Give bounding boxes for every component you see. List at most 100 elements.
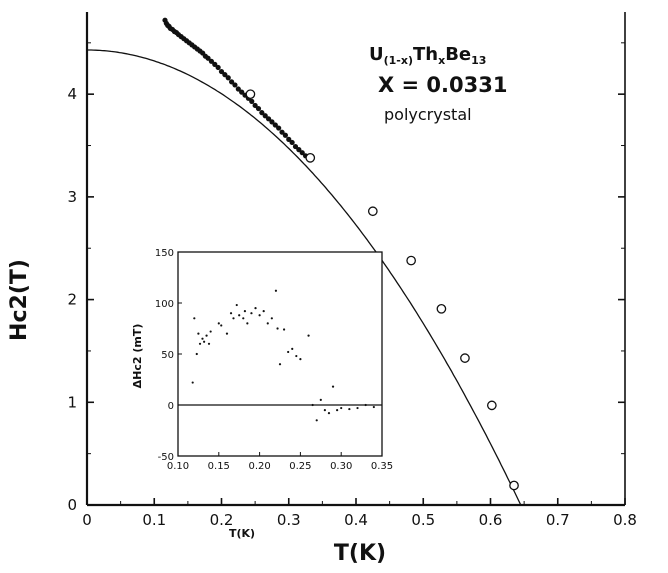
- inset-data-point: [207, 342, 211, 345]
- inset-data-point: [205, 334, 208, 337]
- x-tick-label: 0.3: [277, 511, 301, 529]
- inset-data-point: [229, 312, 233, 315]
- data-point-open-circle: [486, 400, 497, 411]
- data-point-dot: [228, 79, 235, 85]
- inset-data-point: [299, 358, 302, 361]
- data-point-open-circle: [436, 303, 447, 314]
- inset-data-point: [266, 322, 269, 325]
- sample-type-label: polycrystal: [384, 105, 472, 124]
- y-tick-label: 4: [67, 85, 77, 103]
- data-point-dot: [249, 98, 255, 104]
- y-axis-label: Hc2(T): [7, 259, 32, 341]
- inset-data-point: [315, 419, 318, 422]
- inset-data-point: [225, 332, 229, 335]
- inset-data-point: [217, 322, 220, 325]
- inset-data-point: [232, 317, 235, 320]
- inset-y-tick-label: 100: [155, 299, 174, 310]
- inset-data-point: [238, 314, 241, 317]
- inset-data-point: [258, 314, 261, 317]
- y-tick-label: 0: [67, 496, 77, 514]
- inset-data-point: [372, 405, 375, 409]
- inset-x-tick-label: 0.20: [248, 461, 270, 472]
- y-tick-label: 1: [67, 393, 77, 411]
- data-point-dot: [222, 72, 228, 78]
- inset-x-tick-label: 0.10: [167, 461, 189, 472]
- inset-y-axis-label: ΔHc2 (mT): [131, 324, 144, 389]
- inset-data-point: [195, 352, 198, 356]
- inset-data-point: [246, 322, 249, 325]
- inset-data-point: [197, 332, 200, 335]
- inset-data-point: [201, 337, 204, 340]
- inset-data-point: [282, 328, 286, 331]
- inset-x-tick-label: 0.35: [371, 461, 393, 472]
- data-point-dot: [269, 119, 275, 125]
- inset-data-point: [209, 330, 212, 333]
- inset-data-point: [242, 317, 245, 320]
- formula-label: U(1-x)ThxBe13: [369, 44, 486, 67]
- inset-data-point: [235, 303, 238, 307]
- x-tick-label: 0.7: [546, 511, 570, 529]
- inset-data-point: [291, 347, 294, 350]
- data-point-open-circle: [460, 353, 470, 363]
- inset-data-point: [287, 350, 290, 354]
- data-point-open-circle: [367, 206, 378, 217]
- inset-data-point: [327, 412, 331, 415]
- data-point-dot: [215, 64, 221, 71]
- data-point-dot: [282, 132, 288, 138]
- inset-y-tick-label: -50: [158, 452, 174, 463]
- y-tick-label: 2: [67, 291, 77, 309]
- inset-data-point: [356, 406, 359, 410]
- data-point-dot: [286, 136, 292, 142]
- data-point-dot: [276, 125, 282, 131]
- inset-data-point: [348, 407, 351, 411]
- data-point-open-circle: [305, 152, 316, 163]
- data-point-dot: [292, 143, 299, 150]
- y-tick-label: 3: [67, 188, 77, 206]
- x-axis-label: T(K): [334, 541, 386, 566]
- inset-data-point: [336, 409, 339, 412]
- inset-data-point: [262, 310, 265, 313]
- inset-data-point: [340, 406, 343, 410]
- inset-data-point: [307, 334, 310, 337]
- data-point-dot: [255, 105, 262, 112]
- data-point-dot: [239, 89, 245, 95]
- data-point-dot: [265, 116, 272, 122]
- inset-data-point: [278, 363, 282, 366]
- x-tick-label: 0.4: [344, 511, 368, 529]
- inset-data-point: [364, 403, 367, 407]
- inset-x-tick-label: 0.15: [208, 461, 230, 472]
- data-point-dot: [212, 61, 218, 67]
- fit-curve: [87, 49, 522, 506]
- data-point-dot: [259, 110, 265, 116]
- data-point-dot: [279, 129, 285, 135]
- inset-plot: 0.10 0.15 0.20 0.25 0.30 0.35 -50 0 50 100 150: [155, 248, 393, 472]
- inset-x-tick-label: 0.25: [289, 461, 311, 472]
- inset-data-point: [295, 354, 298, 358]
- data-point-dot: [289, 139, 295, 146]
- inset-data-point: [331, 385, 335, 388]
- inset-data-point: [274, 289, 278, 292]
- inset-x-tick-label: 0.30: [330, 461, 352, 472]
- inset-y-tick-label: 150: [155, 248, 174, 259]
- data-point-open-circle: [509, 480, 519, 491]
- x-tick-label: 0.1: [142, 511, 166, 529]
- data-point-dot: [225, 75, 231, 81]
- data-point-dot: [232, 82, 238, 88]
- inset-y-tick-label: 50: [161, 350, 174, 361]
- data-point-open-circle: [245, 89, 256, 100]
- composition-label: X = 0.0331: [378, 73, 507, 97]
- inset-data-point: [250, 312, 253, 315]
- data-point-dot: [208, 58, 215, 64]
- main-plot: 0 0.1 0.2 0.3 0.4 0.5 0.6 0.7 0.8 0 1 2 3 4: [67, 12, 637, 529]
- x-tick-label: 0.5: [411, 511, 435, 529]
- inset-y-tick-label: 0: [168, 401, 174, 412]
- inset-data-point: [191, 381, 194, 384]
- inset-data-point: [254, 307, 257, 310]
- data-point-dot: [252, 102, 258, 109]
- inset-data-point: [198, 342, 202, 345]
- inset-data-point: [193, 317, 196, 320]
- data-point-dot: [218, 68, 225, 75]
- inset-data-point: [243, 310, 247, 313]
- data-point-dot: [272, 122, 278, 128]
- data-point-open-circle: [406, 255, 416, 266]
